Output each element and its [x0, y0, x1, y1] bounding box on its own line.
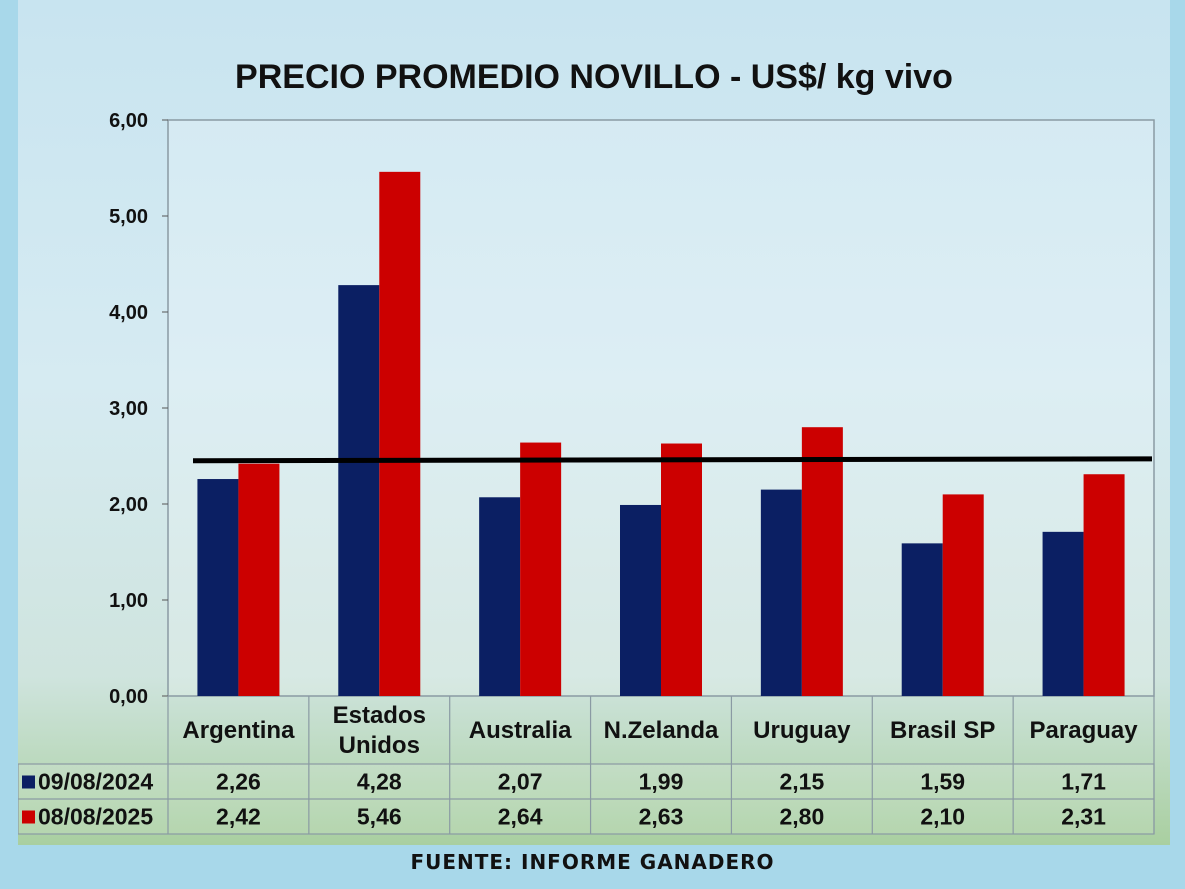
data-value: 2,10: [920, 804, 965, 830]
category-label: Estados: [333, 702, 426, 729]
chart-frame: 0,00 1,00 2,00 3,00 4,00 5,00 6,00 Argentina Est…: [18, 0, 1170, 845]
legend-key-series-2024: [22, 775, 35, 789]
y-tick-label: 5,00: [109, 206, 148, 228]
average-line: [192, 456, 1153, 464]
data-value: 2,64: [498, 804, 543, 830]
data-value: 2,26: [216, 769, 261, 795]
chart-title: PRECIO PROMEDIO NOVILLO - US$/ kg vivo: [235, 58, 953, 96]
category-label: Brasil SP: [890, 717, 995, 744]
category-label: Uruguay: [753, 717, 851, 744]
y-tick-label: 4,00: [109, 302, 148, 324]
data-value: 2,63: [639, 804, 684, 830]
data-value: 1,99: [639, 769, 684, 795]
bar-series-2024: [901, 543, 943, 696]
bar-series-2025: [1083, 474, 1125, 696]
data-value: 2,31: [1061, 804, 1106, 830]
legend-label: 08/08/2025: [38, 804, 153, 830]
y-tick-label: 6,00: [109, 110, 148, 132]
data-value: 2,07: [498, 769, 543, 795]
data-value: 2,42: [216, 804, 261, 830]
bar-series-2024: [479, 497, 521, 696]
category-label: Australia: [469, 717, 572, 744]
category-label: Unidos: [339, 732, 420, 759]
data-value: 1,71: [1061, 769, 1106, 795]
source-caption: FUENTE: INFORME GANADERO: [410, 850, 775, 874]
bar-series-2025: [661, 443, 702, 696]
bar-series-2024: [197, 479, 239, 696]
legend-label: 09/08/2024: [38, 769, 153, 795]
category-label: N.Zelanda: [604, 717, 719, 744]
bar-series-2025: [801, 427, 843, 696]
y-tick-label: 3,00: [109, 398, 148, 420]
bar-series-2024: [620, 504, 661, 696]
bar-series-2025: [238, 463, 280, 696]
bar-series-2025: [520, 442, 562, 696]
legend-key-series-2025: [22, 810, 35, 824]
category-label: Paraguay: [1030, 717, 1139, 744]
data-value: 5,46: [357, 804, 402, 830]
category-label: Argentina: [182, 717, 295, 744]
y-tick-label: 1,00: [109, 590, 148, 612]
bar-series-2024: [338, 285, 380, 696]
data-value: 2,80: [779, 804, 824, 830]
data-value: 4,28: [357, 769, 402, 795]
bar-series-2024: [1042, 531, 1084, 696]
bar-series-2025: [942, 494, 984, 696]
data-value: 2,15: [779, 769, 824, 795]
y-tick-label: 0,00: [109, 686, 148, 708]
bar-chart: 0,00 1,00 2,00 3,00 4,00 5,00 6,00 Argentina Est…: [18, 110, 1155, 835]
y-tick-label: 2,00: [109, 494, 148, 516]
bar-series-2025: [379, 171, 421, 697]
data-value: 1,59: [920, 769, 965, 795]
bar-series-2024: [760, 489, 802, 696]
